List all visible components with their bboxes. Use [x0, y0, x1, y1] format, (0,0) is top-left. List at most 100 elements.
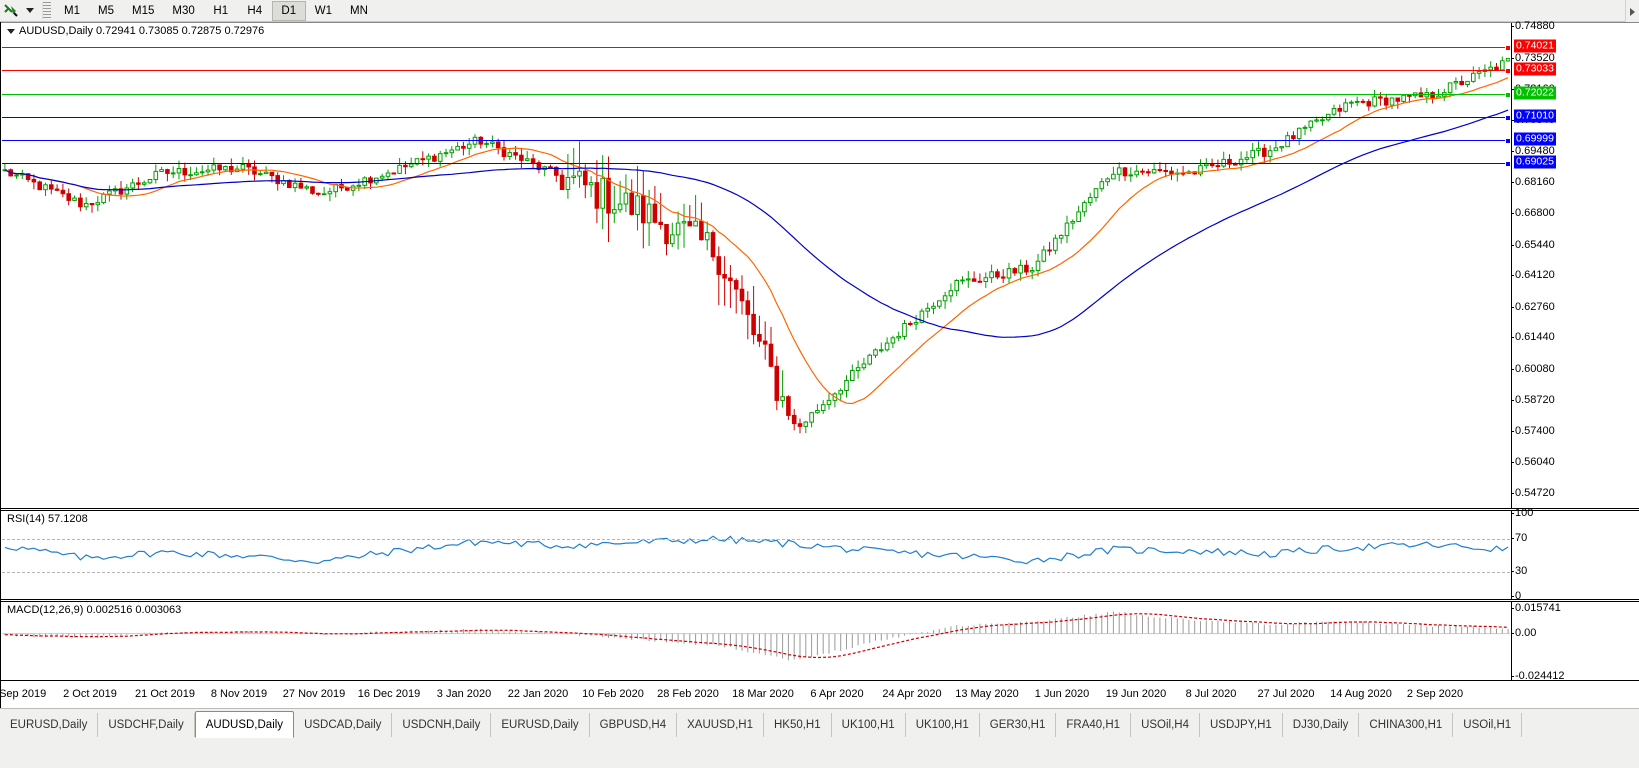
macd-pane-title: MACD(12,26,9) 0.002516 0.003063 [7, 604, 182, 616]
date-tick: 24 Apr 2020 [882, 688, 942, 700]
chart-tab-china300-h1[interactable]: CHINA300,H1 [1359, 713, 1454, 737]
chart-tab-uk100-h1[interactable]: UK100,H1 [906, 713, 980, 737]
rsi-tick: 70 [1510, 532, 1528, 545]
price-level-line[interactable] [2, 160, 1510, 167]
price-level-handle[interactable] [1505, 160, 1510, 167]
chart-tab-usdcnh-daily[interactable]: USDCNH,Daily [392, 713, 492, 737]
chart-tab-gbpusd-h4[interactable]: GBPUSD,H4 [590, 713, 678, 737]
timeframe-m5[interactable]: M5 [98, 4, 114, 17]
chart-tab-xauusd-h1[interactable]: XAUUSD,H1 [677, 713, 764, 737]
rsi-tick: 30 [1510, 565, 1528, 578]
macd-tick: -0.024412 [1511, 670, 1565, 682]
price-plot[interactable] [2, 24, 1510, 507]
price-axis[interactable]: 0.748800.735200.721600.708400.694800.681… [1511, 20, 1639, 508]
price-level-label[interactable]: 0.74021 [1514, 39, 1556, 53]
price-tick: 0.57400 [1511, 424, 1555, 437]
price-tick: 0.58720 [1511, 394, 1555, 407]
date-tick: 19 Jun 2020 [1105, 688, 1167, 700]
rsi-plot[interactable] [2, 512, 1510, 598]
price-tick: 0.66800 [1511, 207, 1555, 220]
price-level-handle[interactable] [1505, 68, 1510, 75]
date-tick: 6 Apr 2020 [810, 688, 864, 700]
timeframe-m1[interactable]: M1 [64, 4, 80, 17]
price-level-label[interactable]: 0.69999 [1514, 132, 1556, 146]
rsi-axis[interactable]: 100 70 30 0 [1510, 507, 1639, 602]
price-level-handle[interactable] [1505, 45, 1510, 52]
price-tick: 0.65440 [1511, 238, 1555, 251]
date-tick: 8 Nov 2019 [210, 688, 268, 700]
chart-tab-hk50-h1[interactable]: HK50,H1 [764, 713, 832, 737]
chart-area[interactable]: AUDUSD,Daily 0.72941 0.73085 0.72875 0.7… [0, 20, 1639, 708]
price-tick: 0.56040 [1511, 456, 1555, 469]
chart-tab-ger30-h1[interactable]: GER30,H1 [980, 713, 1057, 737]
chart-tab-eurusd-daily[interactable]: EURUSD,Daily [491, 713, 590, 737]
date-tick: 13 Sep 2019 [0, 688, 47, 700]
chart-tabs-list[interactable]: EURUSD,Daily USDCHF,Daily AUDUSD,Daily USDC… [0, 711, 1639, 738]
chart-tab-uk100-h1[interactable]: UK100,H1 [832, 713, 906, 737]
chevron-down-icon[interactable] [24, 1, 36, 21]
price-level-line[interactable] [2, 68, 1510, 75]
timeframe-h1[interactable]: H1 [213, 4, 229, 17]
chart-tabbar: EURUSD,Daily USDCHF,Daily AUDUSD,Daily USDC… [0, 708, 1639, 768]
macd-axis[interactable]: 0.015741 0.00 -0.024412 [1510, 602, 1639, 682]
date-tick: 27 Nov 2019 [282, 688, 346, 700]
rsi-tick: 0 [1510, 590, 1522, 602]
price-level-handle[interactable] [1505, 138, 1510, 145]
macd-plot[interactable] [2, 603, 1510, 679]
price-level-line[interactable] [2, 91, 1510, 98]
price-level-label[interactable]: 0.72022 [1514, 86, 1556, 100]
date-tick: 27 Jul 2020 [1257, 688, 1315, 700]
date-tick: 21 Oct 2019 [135, 688, 195, 700]
collapse-triangle-icon[interactable] [7, 28, 15, 34]
timeframe-m15[interactable]: M15 [132, 4, 155, 17]
price-level-handle[interactable] [1505, 115, 1510, 122]
price-tick: 0.60080 [1511, 362, 1555, 375]
rsi-pane[interactable]: RSI(14) 57.1208 100 70 30 0 [1, 507, 1639, 602]
chart-toolbar: M1 M5 M15 M30 H1 H4 D1 W1 MN [0, 0, 1639, 22]
price-level-line[interactable] [2, 138, 1510, 145]
price-level-label[interactable]: 0.73033 [1514, 62, 1556, 76]
toolbar-grip[interactable] [42, 1, 51, 20]
price-level-handle[interactable] [1505, 91, 1510, 98]
price-tick: 0.61440 [1511, 331, 1555, 344]
date-tick: 8 Jul 2020 [1185, 688, 1237, 700]
price-tick: 0.62760 [1511, 300, 1555, 313]
timeframe-h4[interactable]: H4 [247, 4, 263, 17]
date-tick: 18 Mar 2020 [732, 688, 794, 700]
crosshair-cursor-icon[interactable] [2, 1, 24, 21]
price-tick: 0.64120 [1511, 269, 1555, 282]
chart-tab-fra40-h1[interactable]: FRA40,H1 [1056, 713, 1132, 737]
price-level-label[interactable]: 0.71010 [1514, 109, 1556, 123]
date-axis[interactable]: 13 Sep 2019 2 Oct 2019 21 Oct 2019 8 Nov 20… [0, 682, 1639, 708]
chart-tab-usoil-h1[interactable]: USOil,H1 [1453, 713, 1523, 737]
price-tick: 0.54720 [1511, 486, 1555, 499]
price-tick: 0.73520 [1511, 51, 1555, 64]
price-level-line[interactable] [2, 45, 1510, 52]
timeframe-m30[interactable]: M30 [172, 4, 195, 17]
rsi-level-line [2, 572, 1510, 574]
macd-pane[interactable]: MACD(12,26,9) 0.002516 0.003063 0.015741… [1, 601, 1639, 682]
timeframe-d1[interactable]: D1 [271, 0, 306, 21]
price-level-label[interactable]: 0.69025 [1514, 155, 1556, 169]
chart-tab-usoil-h4[interactable]: USOil,H4 [1131, 713, 1200, 737]
price-tick: 0.68160 [1511, 175, 1555, 188]
chart-tab-eurusd-daily[interactable]: EURUSD,Daily [0, 713, 99, 737]
chart-tab-dj30-daily[interactable]: DJ30,Daily [1283, 713, 1360, 737]
macd-tick: 0.00 [1510, 626, 1537, 639]
chart-tab-usdcad-daily[interactable]: USDCAD,Daily [294, 713, 393, 737]
candlestick-series [2, 56, 1510, 434]
timeframe-w1[interactable]: W1 [314, 4, 332, 17]
date-tick: 2 Sep 2020 [1406, 688, 1464, 700]
chart-tab-audusd-daily[interactable]: AUDUSD,Daily [194, 711, 295, 738]
date-tick: 2 Oct 2019 [63, 688, 117, 700]
chart-tab-usdchf-daily[interactable]: USDCHF,Daily [98, 713, 195, 737]
date-tick: 28 Feb 2020 [657, 688, 719, 700]
chart-tab-usdjpy-h1[interactable]: USDJPY,H1 [1200, 713, 1283, 737]
toolbar-overflow-arrow[interactable] [1625, 0, 1639, 22]
rsi-tick: 100 [1510, 507, 1534, 520]
date-tick: 14 Aug 2020 [1330, 688, 1392, 700]
timeframe-mn[interactable]: MN [350, 4, 368, 17]
price-pane[interactable]: AUDUSD,Daily 0.72941 0.73085 0.72875 0.7… [1, 20, 1639, 509]
price-level-line[interactable] [2, 115, 1510, 122]
date-tick: 13 May 2020 [955, 688, 1019, 700]
